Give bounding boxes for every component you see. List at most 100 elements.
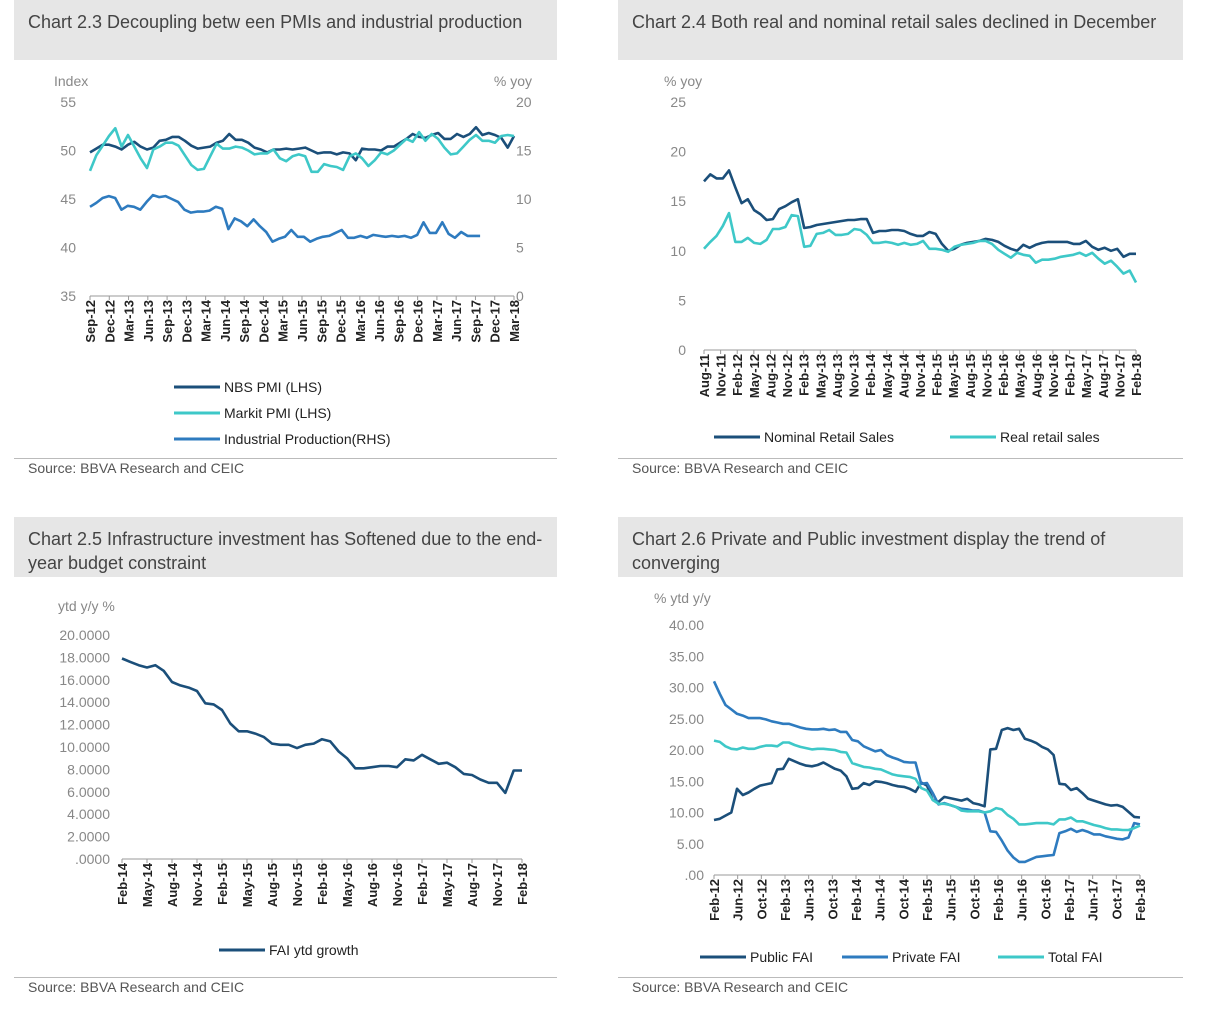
x-tick-label: Feb-15 — [215, 863, 230, 905]
x-tick-label: May-17 — [440, 863, 455, 907]
x-tick-label: Oct-14 — [896, 878, 911, 919]
x-tick-label: Feb-13 — [778, 879, 793, 921]
x-tick-label: Dec-12 — [102, 300, 117, 343]
y-tick-label: .0000 — [75, 851, 110, 867]
x-tick-label: Jun-17 — [1086, 879, 1101, 921]
y-tick-label: 20.0000 — [59, 627, 110, 643]
legend-label: Industrial Production(RHS) — [224, 431, 391, 447]
panel-chart-2-6: Chart 2.6 Private and Public investment … — [618, 517, 1183, 1007]
chart-source: Source: BBVA Research and CEIC — [632, 979, 849, 995]
y-tick-label: 15 — [670, 193, 686, 209]
y-tick-label: 35 — [60, 288, 76, 304]
x-tick-label: Nov-12 — [780, 354, 795, 397]
x-tick-label: Aug-16 — [1029, 354, 1044, 398]
panel-chart-2-3: Chart 2.3 Decoupling betw een PMIs and i… — [14, 0, 557, 480]
divider — [618, 458, 1183, 459]
y-tick-label: 50 — [60, 143, 76, 159]
legend-label: Nominal Retail Sales — [764, 429, 894, 445]
x-tick-label: Jun-13 — [141, 300, 156, 342]
chart-source: Source: BBVA Research and CEIC — [28, 460, 245, 476]
x-tick-label: Feb-17 — [415, 863, 430, 905]
y-tick-label: 45 — [60, 191, 76, 207]
y-tick-label: 4.0000 — [67, 806, 110, 822]
x-tick-label: Sep-12 — [83, 300, 98, 343]
x-tick-label: Feb-17 — [1063, 354, 1078, 396]
x-tick-label: Nov-15 — [979, 354, 994, 397]
x-tick-label: May-12 — [747, 354, 762, 398]
x-tick-label: Sep-13 — [160, 300, 175, 343]
y-tick-label: 55 — [60, 94, 76, 110]
legend-label: FAI ytd growth — [269, 942, 358, 958]
x-tick-label: Jun-15 — [944, 879, 959, 921]
x-tick-label: Feb-12 — [707, 879, 722, 921]
x-tick-label: Mar-15 — [276, 300, 291, 342]
x-tick-label: Jun-14 — [873, 878, 888, 921]
x-tick-label: Nov-14 — [190, 862, 205, 906]
x-tick-label: Mar-13 — [122, 300, 137, 342]
y-axis-unit-right: % yoy — [494, 73, 532, 89]
x-tick-label: May-17 — [1079, 354, 1094, 398]
x-tick-label: Dec-16 — [411, 300, 426, 343]
y-tick-label: 15.00 — [669, 773, 704, 789]
y-tick-label-right: 10 — [516, 191, 532, 207]
chart-2-3: Index % yoy 35 40 45 50 55 0 5 10 15 20 Sep-12 Dec-12… — [54, 73, 532, 447]
series-line-2 — [703, 211, 1138, 284]
x-tick-label: Jun-15 — [295, 300, 310, 342]
divider — [618, 977, 1183, 978]
y-tick-label: 10 — [670, 243, 686, 259]
x-tick-label: Nov-14 — [913, 353, 928, 397]
x-tick-label: Feb-16 — [996, 354, 1011, 396]
x-tick-label: Feb-15 — [920, 879, 935, 921]
x-tick-label: Sep-14 — [237, 299, 252, 342]
y-tick-label-right: 5 — [516, 240, 524, 256]
x-tick-label: Aug-15 — [265, 863, 280, 907]
x-tick-label: Oct-12 — [754, 879, 769, 919]
y-tick-label: 16.0000 — [59, 672, 110, 688]
x-tick-label: Aug-15 — [963, 354, 978, 398]
x-tick-label: May-16 — [340, 863, 355, 907]
y-tick-label: 5 — [678, 292, 686, 308]
x-tick-label: May-13 — [813, 354, 828, 398]
x-tick-label: Feb-18 — [1133, 879, 1148, 921]
chart-title: Chart 2.4 Both real and nominal retail s… — [618, 0, 1183, 60]
y-tick-label: 40 — [60, 240, 76, 256]
x-tick-label: Feb-17 — [1062, 879, 1077, 921]
y-tick-label: 10.00 — [669, 805, 704, 821]
x-tick-label: Jun-16 — [372, 300, 387, 342]
x-tick-label: May-14 — [140, 862, 155, 907]
x-tick-label: Aug-13 — [830, 354, 845, 398]
panel-chart-2-4: Chart 2.4 Both real and nominal retail s… — [618, 0, 1183, 480]
x-tick-label: Feb-12 — [730, 354, 745, 396]
y-tick-label: 18.0000 — [59, 649, 110, 665]
series-line-1 — [713, 726, 1141, 822]
x-tick-label: Nov-16 — [1046, 354, 1061, 397]
x-tick-label: Mar-18 — [507, 300, 522, 342]
x-tick-label: May-14 — [880, 353, 895, 398]
y-axis-unit-left: % yoy — [664, 73, 702, 89]
x-tick-label: Aug-14 — [896, 353, 911, 398]
chart-2-6: % ytd y/y .00 5.00 10.00 15.00 20.00 25.00 30.0… — [654, 590, 1148, 965]
divider — [14, 977, 557, 978]
y-tick-label: 25 — [670, 94, 686, 110]
x-tick-label: May-15 — [946, 354, 961, 398]
y-tick-label: 20 — [670, 144, 686, 160]
series-line-1 — [121, 657, 522, 795]
chart-title: Chart 2.6 Private and Public investment … — [618, 517, 1183, 577]
legend-label: Markit PMI (LHS) — [224, 405, 331, 421]
legend-label: Public FAI — [750, 949, 813, 965]
x-tick-label: Feb-13 — [797, 354, 812, 396]
x-tick-label: Nov-11 — [714, 354, 729, 397]
x-tick-label: Dec-15 — [334, 300, 349, 343]
y-tick-label: .00 — [685, 867, 705, 883]
x-tick-label: Aug-14 — [165, 862, 180, 907]
chart-title: Chart 2.5 Infrastructure investment has … — [14, 517, 557, 577]
x-tick-label: Nov-17 — [1112, 354, 1127, 397]
x-tick-label: Jun-13 — [802, 879, 817, 921]
y-tick-label: 40.00 — [669, 617, 704, 633]
chart-source: Source: BBVA Research and CEIC — [632, 460, 849, 476]
y-tick-label: 25.00 — [669, 711, 704, 727]
x-tick-label: Sep-15 — [314, 300, 329, 343]
x-tick-label: Jun-14 — [218, 299, 233, 342]
y-tick-label: 6.0000 — [67, 784, 110, 800]
